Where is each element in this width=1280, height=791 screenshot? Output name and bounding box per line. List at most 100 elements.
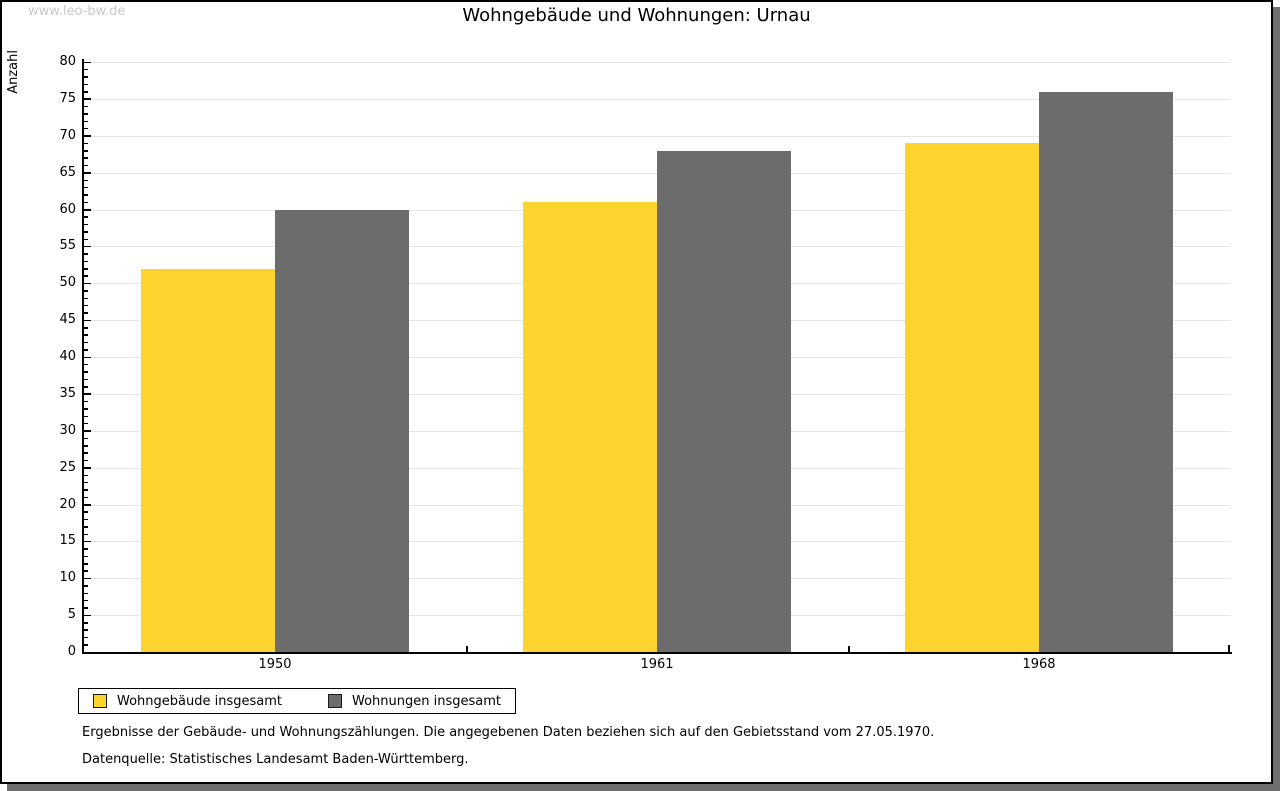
y-minor-tick: [84, 386, 88, 388]
y-tick-label: 25: [59, 459, 76, 475]
y-minor-tick: [84, 489, 88, 491]
y-major-tick: [84, 209, 91, 211]
y-major-tick: [84, 61, 91, 63]
y-minor-tick: [84, 304, 88, 307]
bar-wohngebaeude-1961: [523, 202, 657, 652]
y-minor-tick: [84, 120, 88, 122]
y-major-tick: [84, 319, 91, 322]
y-minor-tick: [84, 113, 88, 115]
y-minor-tick: [84, 636, 88, 639]
bar-wohngebaeude-1950: [141, 268, 275, 652]
y-minor-tick: [84, 341, 88, 344]
chart-title: Wohngebäude und Wohnungen: Urnau: [462, 5, 811, 26]
x-tick-label: 1950: [258, 657, 292, 672]
y-tick-label: 55: [59, 238, 76, 254]
y-axis-label: Anzahl: [6, 50, 21, 94]
y-tick-label: 30: [59, 422, 76, 438]
y-minor-tick: [84, 474, 88, 476]
y-minor-tick: [84, 481, 88, 484]
y-minor-tick: [84, 452, 88, 454]
y-major-tick: [84, 356, 91, 358]
y-minor-tick: [84, 445, 88, 447]
y-minor-tick: [84, 533, 88, 535]
x-group-separator-tick: [848, 646, 850, 652]
y-minor-tick: [84, 644, 88, 646]
y-minor-tick: [84, 526, 88, 528]
legend-entry-wohngebaeude: Wohngebäude insgesamt: [93, 694, 282, 709]
y-minor-tick: [84, 157, 88, 159]
y-major-tick: [84, 467, 91, 469]
x-group-separator-tick: [466, 646, 468, 652]
y-tick-label: 0: [67, 644, 76, 659]
y-minor-tick: [84, 349, 88, 351]
bar-wohngebaeude-1968: [905, 143, 1039, 652]
y-minor-tick: [84, 378, 88, 381]
gridline: [84, 62, 1230, 63]
gridline: [84, 135, 1230, 137]
y-minor-tick: [84, 408, 88, 410]
y-major-tick: [84, 282, 91, 285]
y-major-tick: [84, 393, 91, 395]
x-axis-line: [82, 652, 1232, 654]
y-tick-label: 35: [59, 385, 76, 401]
y-tick-label: 45: [59, 312, 76, 328]
y-minor-tick: [84, 334, 88, 336]
y-minor-tick: [84, 363, 88, 366]
y-major-tick: [84, 98, 91, 100]
x-axis-end-tick: [1228, 645, 1230, 652]
y-minor-tick: [84, 260, 88, 263]
y-major-tick: [84, 172, 91, 174]
y-minor-tick: [84, 459, 88, 462]
y-minor-tick: [84, 76, 88, 78]
legend-swatch-gray: [328, 694, 342, 708]
legend-swatch-yellow: [93, 694, 107, 708]
y-minor-tick: [84, 186, 88, 189]
y-minor-tick: [84, 194, 88, 196]
y-minor-tick: [84, 127, 88, 130]
y-minor-tick: [84, 563, 88, 565]
y-major-tick: [84, 504, 91, 506]
y-tick-label: 60: [59, 201, 76, 217]
x-tick-label: 1961: [640, 657, 674, 672]
y-minor-tick: [84, 297, 88, 299]
y-tick-label: 70: [59, 127, 76, 143]
y-minor-tick: [84, 268, 88, 270]
y-tick-label: 5: [67, 607, 76, 623]
y-minor-tick: [84, 275, 88, 277]
y-minor-tick: [84, 83, 88, 86]
y-major-tick: [84, 651, 91, 653]
y-minor-tick: [84, 223, 88, 226]
y-major-tick: [84, 430, 91, 432]
y-minor-tick: [84, 629, 88, 631]
y-major-tick: [84, 135, 91, 137]
watermark: www.leo-bw.de: [28, 4, 126, 19]
y-tick-label: 10: [59, 570, 76, 586]
y-minor-tick: [84, 238, 88, 240]
y-minor-tick: [84, 327, 88, 329]
y-minor-tick: [84, 518, 88, 521]
footnote-data-source: Datenquelle: Statistisches Landesamt Bad…: [82, 752, 469, 767]
gridline: [84, 98, 1230, 100]
y-minor-tick: [84, 599, 88, 602]
y-minor-tick: [84, 142, 88, 145]
y-minor-tick: [84, 68, 88, 71]
legend-label: Wohnungen insgesamt: [352, 693, 501, 709]
y-minor-tick: [84, 511, 88, 513]
y-minor-tick: [84, 231, 88, 233]
y-minor-tick: [84, 290, 88, 292]
legend-label: Wohngebäude insgesamt: [117, 693, 282, 709]
y-minor-tick: [84, 555, 88, 558]
y-minor-tick: [84, 253, 88, 255]
y-minor-tick: [84, 422, 88, 425]
y-tick-label: 80: [59, 54, 76, 69]
y-minor-tick: [84, 312, 88, 314]
y-axis-line: [82, 59, 84, 654]
y-minor-tick: [84, 496, 88, 499]
y-major-tick: [84, 245, 91, 248]
y-tick-label: 40: [59, 349, 76, 364]
y-tick-label: 15: [59, 533, 76, 549]
y-tick-label: 65: [59, 164, 76, 180]
y-minor-tick: [84, 216, 88, 218]
bar-wohnungen-1950: [275, 209, 409, 652]
